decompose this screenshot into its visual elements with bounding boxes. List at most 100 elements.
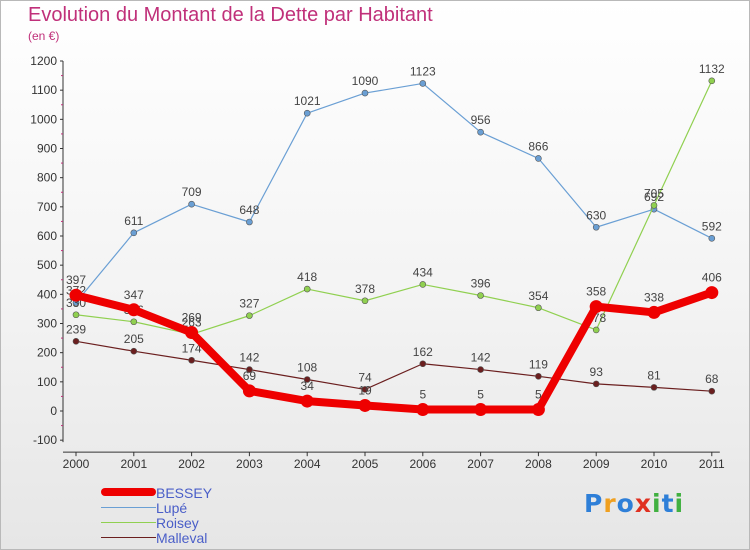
chart-title: Evolution du Montant de la Dette par Hab… xyxy=(28,4,433,26)
x-tick-label: 2011 xyxy=(699,457,725,471)
y-tick-label: 200 xyxy=(37,346,57,360)
x-tick-label: 2005 xyxy=(352,457,379,471)
data-point xyxy=(358,398,372,412)
chart-unit-label: (en €) xyxy=(28,29,60,43)
series-line xyxy=(75,340,712,392)
data-point xyxy=(303,285,311,293)
data-label: 205 xyxy=(124,332,144,346)
y-tick-label: 900 xyxy=(37,142,57,156)
data-point xyxy=(592,326,600,334)
data-label: 174 xyxy=(182,341,202,355)
data-point xyxy=(474,403,488,417)
data-point xyxy=(592,380,600,388)
data-point xyxy=(708,387,716,395)
data-label: 418 xyxy=(297,270,317,284)
legend-label: Roisey xyxy=(156,515,199,531)
logo-letter: r xyxy=(603,489,617,518)
data-point xyxy=(361,297,369,305)
data-point xyxy=(650,384,658,391)
data-label: 705 xyxy=(644,186,664,200)
data-point xyxy=(708,235,716,242)
data-point xyxy=(242,384,256,398)
data-label: 1123 xyxy=(410,64,436,78)
data-label: 19 xyxy=(358,383,372,397)
logo-letter: x xyxy=(634,489,652,518)
series-line xyxy=(75,82,713,303)
y-tick-label: 100 xyxy=(37,375,57,389)
y-tick-label: 1000 xyxy=(30,112,57,126)
data-label: 354 xyxy=(528,289,548,303)
data-label: 338 xyxy=(644,290,664,304)
data-label: 68 xyxy=(705,372,719,386)
data-label: 396 xyxy=(471,277,491,291)
data-label: 1090 xyxy=(352,74,379,88)
data-point xyxy=(300,394,314,408)
data-label: 108 xyxy=(297,361,317,375)
y-tick-label: 500 xyxy=(37,258,57,272)
data-point xyxy=(705,286,719,300)
data-label: 327 xyxy=(239,297,259,311)
y-tick-label: 1100 xyxy=(31,83,57,97)
y-tick-label: 1200 xyxy=(30,54,57,68)
data-point xyxy=(477,366,484,373)
data-label: 239 xyxy=(66,322,86,336)
logo-letter: o xyxy=(616,489,635,518)
data-point xyxy=(185,326,199,340)
data-point xyxy=(303,376,311,383)
y-tick-label: 700 xyxy=(37,200,57,214)
data-label: 5 xyxy=(477,388,484,402)
proxiti-logo: Proxiti xyxy=(584,489,684,518)
legend-swatch-lupe xyxy=(101,507,156,508)
data-label: 592 xyxy=(702,219,722,233)
data-point xyxy=(535,372,542,380)
data-label: 263 xyxy=(182,315,202,329)
data-point xyxy=(477,292,484,299)
y-tick-label: 400 xyxy=(37,287,57,301)
data-label: 142 xyxy=(471,351,491,365)
data-point xyxy=(416,403,430,417)
data-label: 378 xyxy=(355,282,375,296)
data-label: 5 xyxy=(419,388,426,402)
data-point xyxy=(188,356,195,364)
data-label: 709 xyxy=(182,185,202,199)
data-label: 81 xyxy=(647,368,661,382)
data-label: 406 xyxy=(702,271,722,285)
data-point xyxy=(708,77,716,85)
data-point xyxy=(419,80,427,87)
legend-swatch-bessey xyxy=(101,488,156,496)
data-point xyxy=(130,318,138,326)
x-tick-label: 2006 xyxy=(409,457,436,471)
data-label: 74 xyxy=(358,370,372,384)
data-label: 142 xyxy=(239,351,259,365)
x-tick-label: 2008 xyxy=(525,457,552,471)
data-point xyxy=(127,303,141,317)
x-tick-label: 2007 xyxy=(467,457,494,471)
data-label: 866 xyxy=(528,139,548,153)
data-label: 358 xyxy=(586,285,606,299)
x-tick-label: 2000 xyxy=(63,457,90,471)
x-tick-label: 2003 xyxy=(236,457,263,471)
data-label: 1132 xyxy=(699,62,725,76)
data-point xyxy=(589,300,603,314)
legend-swatch-roisey xyxy=(101,522,156,523)
series-line xyxy=(75,80,713,335)
data-point xyxy=(246,218,253,226)
logo-letter: t xyxy=(661,489,675,518)
data-point xyxy=(419,281,427,288)
data-point xyxy=(72,311,80,319)
data-point xyxy=(72,337,80,345)
logo-letter: i xyxy=(674,489,685,518)
legend-label: Lupé xyxy=(156,500,188,516)
legend-label: BESSEY xyxy=(156,485,213,501)
data-point xyxy=(535,155,542,162)
data-point xyxy=(303,109,311,117)
legend-swatch-malleval xyxy=(101,537,156,538)
data-label: 34 xyxy=(301,379,315,393)
data-label: 648 xyxy=(239,203,259,217)
data-label: 611 xyxy=(124,214,143,228)
data-point xyxy=(592,223,600,231)
y-tick-label: 600 xyxy=(37,229,57,243)
data-point xyxy=(647,305,661,319)
y-tick-label: -100 xyxy=(33,433,57,447)
